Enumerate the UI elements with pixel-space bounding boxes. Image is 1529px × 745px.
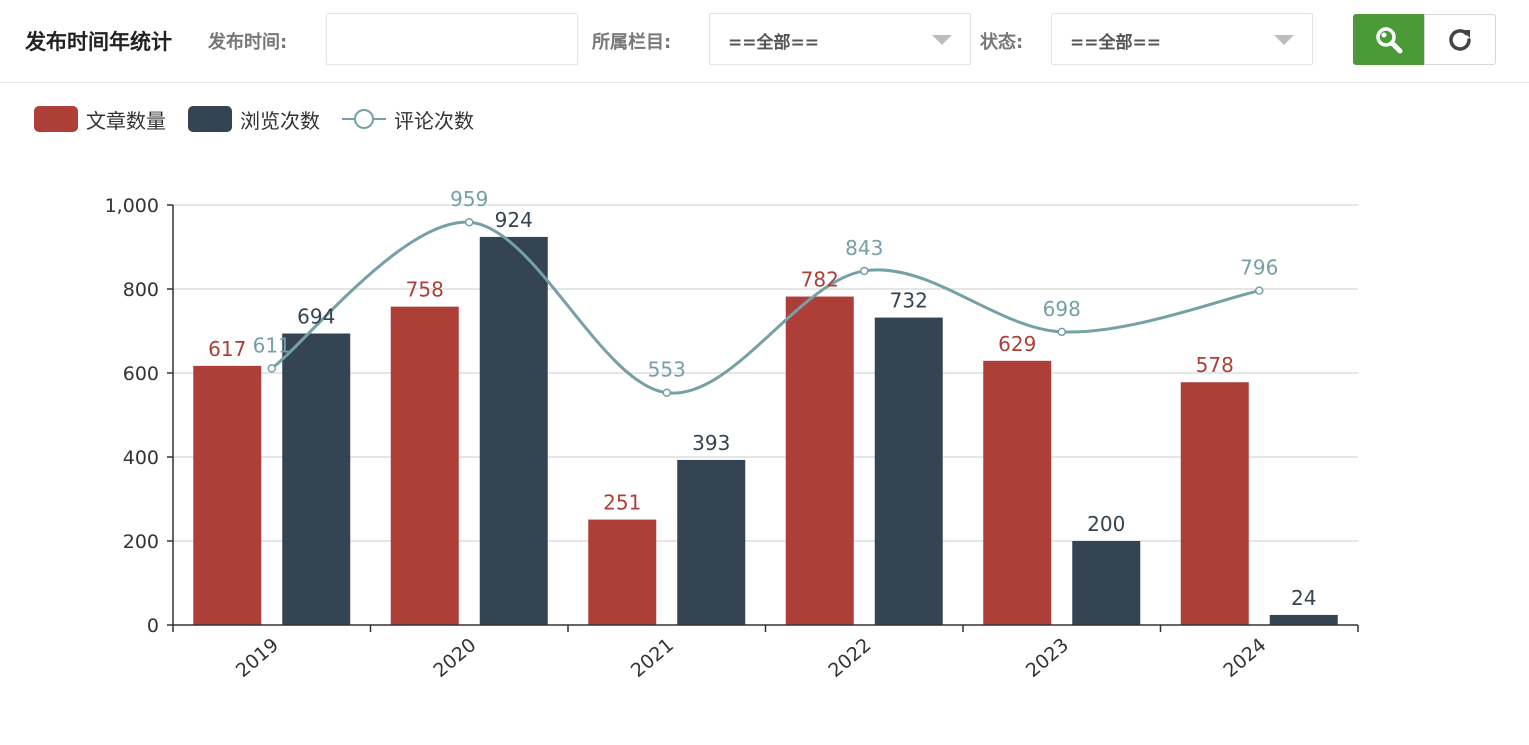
comments-series-line (270, 220, 1260, 395)
bar-label-articles: 782 (801, 268, 839, 292)
grid-lines (173, 204, 1358, 542)
legend-swatch-views (188, 106, 232, 132)
comments-point (662, 388, 671, 397)
y-tick-label: 400 (123, 447, 159, 469)
status-select[interactable]: ==全部== (1051, 13, 1313, 65)
comments-point (1057, 327, 1066, 337)
bars (193, 236, 1338, 626)
bar-views (479, 236, 548, 626)
legend-item-articles[interactable]: 文章数量 (34, 104, 166, 134)
comments-point (1255, 286, 1264, 295)
legend-label-views: 浏览次数 (240, 108, 320, 133)
y-tick-label: 1,000 (105, 195, 159, 217)
bar-line-chart: 617 758 251 782 629 578 694 924 393 732 200 24 611 95… (105, 187, 1359, 682)
legend-item-views[interactable]: 浏览次数 (188, 104, 320, 134)
bar-views (677, 459, 746, 625)
status-label: 状态: (980, 32, 1024, 53)
bar-views (874, 317, 943, 625)
bar-label-views: 924 (495, 208, 533, 232)
chevron-down-icon (1274, 35, 1294, 45)
x-tick-label: 2023 (1022, 634, 1073, 682)
bar-label-views: 393 (692, 431, 730, 455)
search-icon (1376, 26, 1403, 53)
refresh-button[interactable] (1424, 14, 1496, 65)
legend-label-articles: 文章数量 (86, 108, 166, 133)
bar-views (1269, 614, 1338, 625)
bar-articles (390, 306, 459, 625)
legend-swatch-comments (342, 109, 386, 129)
bar-articles (983, 360, 1052, 625)
x-tick-label: 2022 (824, 634, 875, 682)
search-button[interactable] (1353, 14, 1425, 65)
line-label-comments: 959 (450, 187, 488, 211)
bar-label-views: 200 (1087, 512, 1125, 536)
legend-label-comments: 评论次数 (394, 108, 474, 133)
legend-swatch-articles (34, 106, 78, 132)
bar-label-views: 24 (1291, 586, 1316, 610)
column-select[interactable]: ==全部== (709, 13, 971, 65)
line-label-comments: 843 (845, 236, 883, 260)
bar-label-articles: 629 (998, 332, 1036, 356)
y-tick-label: 800 (123, 279, 159, 301)
bar-label-views: 732 (890, 289, 928, 313)
y-tick-label: 0 (147, 615, 159, 637)
line-label-comments: 698 (1043, 297, 1081, 321)
x-tick-label: 2021 (627, 634, 678, 682)
y-tick-label: 600 (123, 363, 159, 385)
comments-line (267, 217, 1264, 397)
data-labels: 617 758 251 782 629 578 694 924 393 732 200 24 611 95… (208, 187, 1316, 610)
bar-articles (785, 296, 854, 625)
comments-point (860, 266, 869, 276)
comments-point (465, 217, 474, 227)
chevron-down-icon (932, 35, 952, 45)
legend-item-comments[interactable]: 评论次数 (342, 104, 474, 134)
publish-time-label: 发布时间: (208, 32, 288, 53)
bar-articles (193, 365, 262, 625)
y-tick-label: 200 (123, 531, 159, 553)
bar-views (1072, 541, 1141, 625)
comments-point (267, 364, 276, 373)
x-tick-label: 2024 (1219, 634, 1270, 682)
page-title: 发布时间年统计 (25, 30, 172, 54)
bar-views (282, 333, 351, 625)
column-label: 所属栏目: (592, 32, 672, 53)
publish-time-input[interactable] (326, 13, 578, 65)
filter-toolbar: 发布时间年统计 发布时间: 所属栏目: ==全部== 状态: ==全部== (0, 0, 1529, 83)
line-label-comments: 611 (253, 333, 291, 357)
bar-label-views: 694 (297, 305, 335, 329)
bar-label-articles: 578 (1196, 353, 1234, 377)
bar-articles (588, 519, 657, 625)
bar-label-articles: 617 (208, 337, 246, 361)
line-label-comments: 796 (1240, 256, 1278, 280)
column-select-value: ==全部== (728, 33, 819, 53)
bar-label-articles: 758 (406, 278, 444, 302)
status-select-value: ==全部== (1070, 33, 1161, 53)
x-tick-label: 2019 (232, 634, 283, 682)
bar-articles (1180, 382, 1249, 625)
bar-label-articles: 251 (603, 491, 641, 515)
x-tick-label: 2020 (429, 634, 480, 682)
line-label-comments: 553 (648, 358, 686, 382)
refresh-icon (1449, 28, 1471, 51)
